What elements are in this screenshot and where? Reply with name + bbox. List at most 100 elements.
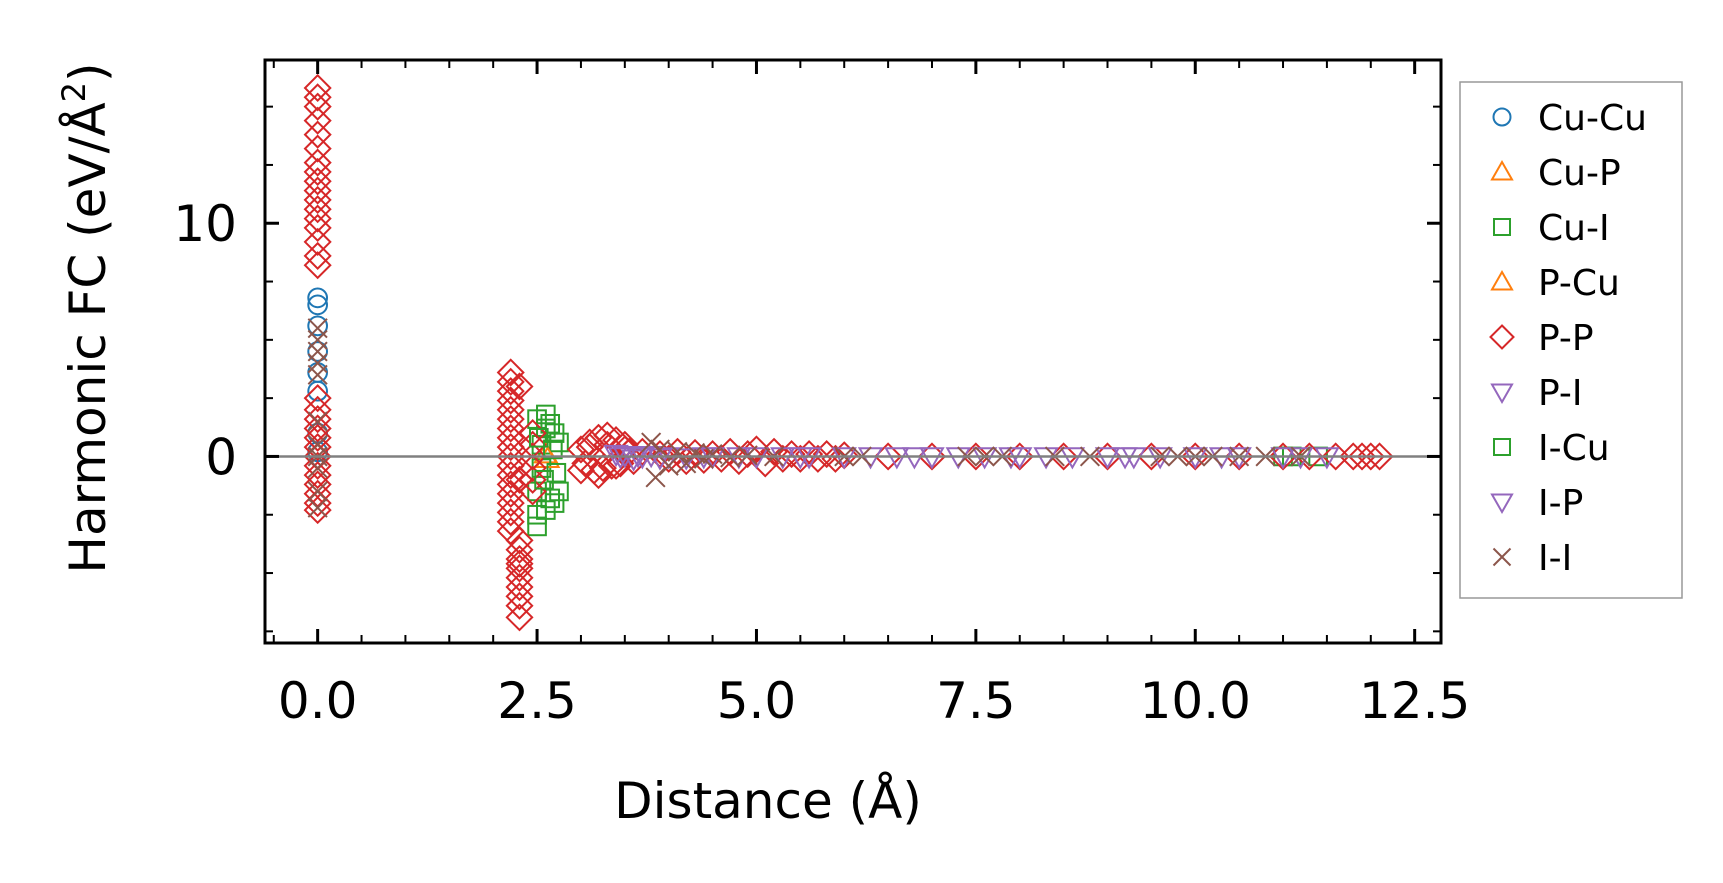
data-point	[831, 447, 857, 470]
data-point	[303, 92, 332, 121]
legend-marker	[1490, 493, 1514, 515]
data-point	[496, 433, 525, 462]
data-point	[307, 287, 329, 309]
data-point	[496, 386, 525, 415]
data-point	[496, 451, 525, 480]
data-point	[303, 204, 332, 233]
data-point	[307, 341, 329, 362]
legend-item: I-P	[1490, 483, 1583, 524]
data-point	[641, 432, 662, 453]
data-point	[1059, 447, 1086, 470]
data-point	[518, 465, 547, 494]
data-point	[1270, 447, 1296, 470]
data-point	[505, 563, 534, 592]
data-point	[496, 479, 525, 508]
data-point	[303, 148, 332, 177]
x-tick-label: 10.0	[1140, 672, 1251, 730]
data-point	[505, 603, 534, 632]
y-tick-label: 0	[205, 428, 237, 486]
legend-label: P-I	[1538, 373, 1583, 414]
data-point	[505, 372, 534, 401]
data-point	[307, 315, 329, 337]
data-point	[307, 294, 329, 316]
data-point	[303, 433, 332, 462]
data-point	[536, 500, 556, 520]
data-point	[496, 498, 525, 527]
data-point	[667, 441, 688, 462]
data-point	[303, 83, 332, 112]
data-point	[496, 395, 525, 424]
x-axis-title: Distance (Å)	[614, 772, 922, 830]
data-point	[307, 411, 328, 432]
data-point	[303, 120, 332, 149]
data-point	[505, 549, 534, 578]
data-point	[518, 454, 547, 483]
data-point	[1356, 442, 1385, 471]
legend-item: Cu-P	[1490, 153, 1621, 194]
data-point	[505, 591, 534, 620]
data-point	[549, 432, 569, 453]
data-point	[505, 582, 534, 611]
legend-marker	[1490, 269, 1514, 291]
data-point	[303, 106, 332, 135]
data-point	[629, 447, 656, 470]
data-point	[496, 489, 525, 518]
data-point	[303, 405, 332, 434]
x-tick-label: 0.0	[278, 672, 358, 730]
data-point	[496, 358, 525, 387]
data-point	[303, 134, 332, 163]
data-point	[496, 377, 525, 406]
data-point	[1365, 442, 1394, 471]
data-point	[566, 435, 596, 464]
data-point	[307, 497, 328, 518]
x-tick-label: 2.5	[497, 672, 577, 730]
data-point	[303, 461, 332, 490]
data-point	[303, 451, 332, 480]
legend: Cu-Cu Cu-P Cu-I P-Cu P-P P-I I-Cu I-P I-I	[1459, 81, 1683, 599]
data-point	[303, 384, 332, 413]
data-point	[303, 195, 332, 224]
x-tick-label: 5.0	[717, 672, 797, 730]
data-point	[884, 447, 910, 470]
legend-marker	[1490, 159, 1514, 181]
data-point	[303, 157, 332, 187]
data-point	[1287, 447, 1314, 470]
data-point	[1094, 447, 1121, 470]
series-I-Cu	[529, 427, 567, 490]
data-point	[1314, 447, 1340, 470]
data-point	[303, 496, 332, 525]
data-point	[496, 442, 525, 471]
data-point	[1226, 447, 1252, 470]
legend-marker	[1493, 438, 1511, 456]
data-point	[645, 467, 666, 488]
y-axis-title-close: )	[59, 62, 117, 82]
y-axis-title-main: Harmonic FC (eV/Å	[59, 102, 117, 573]
data-point	[303, 73, 332, 103]
legend-label: P-P	[1538, 318, 1594, 359]
axis-ticks: 0.0 2.5 5.0 7.5 10.0 12.5 0 10	[173, 60, 1470, 730]
data-point	[529, 427, 549, 448]
data-point	[566, 456, 596, 485]
data-point	[518, 477, 547, 506]
data-point	[303, 251, 332, 280]
x-tick-label: 12.5	[1359, 672, 1470, 730]
legend-item: I-I	[1492, 538, 1572, 579]
data-point	[303, 185, 332, 214]
data-point	[307, 458, 328, 479]
legend-item: P-Cu	[1490, 263, 1620, 304]
data-point	[787, 447, 814, 470]
legend-item: Cu-Cu	[1492, 98, 1647, 139]
data-point	[303, 176, 332, 205]
plot-frame	[263, 58, 1443, 645]
legend-item: P-I	[1490, 373, 1583, 414]
data-point	[607, 447, 634, 470]
data-point	[546, 462, 567, 483]
data-point	[303, 213, 332, 242]
data-point	[527, 409, 547, 429]
data-point	[655, 447, 682, 470]
data-point	[505, 544, 534, 574]
data-point	[742, 435, 771, 464]
data-point	[588, 454, 617, 483]
